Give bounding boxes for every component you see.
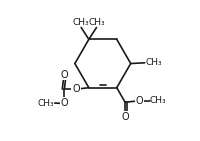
Text: CH₃: CH₃	[145, 58, 162, 67]
Text: CH₃: CH₃	[38, 99, 54, 108]
Text: CH₃: CH₃	[73, 18, 89, 27]
Text: CH₃: CH₃	[150, 96, 167, 105]
Text: O: O	[61, 70, 68, 80]
Text: O: O	[121, 112, 129, 122]
Text: O: O	[60, 98, 68, 108]
Text: CH₃: CH₃	[88, 18, 105, 27]
Text: O: O	[136, 96, 144, 106]
Text: O: O	[72, 84, 80, 94]
